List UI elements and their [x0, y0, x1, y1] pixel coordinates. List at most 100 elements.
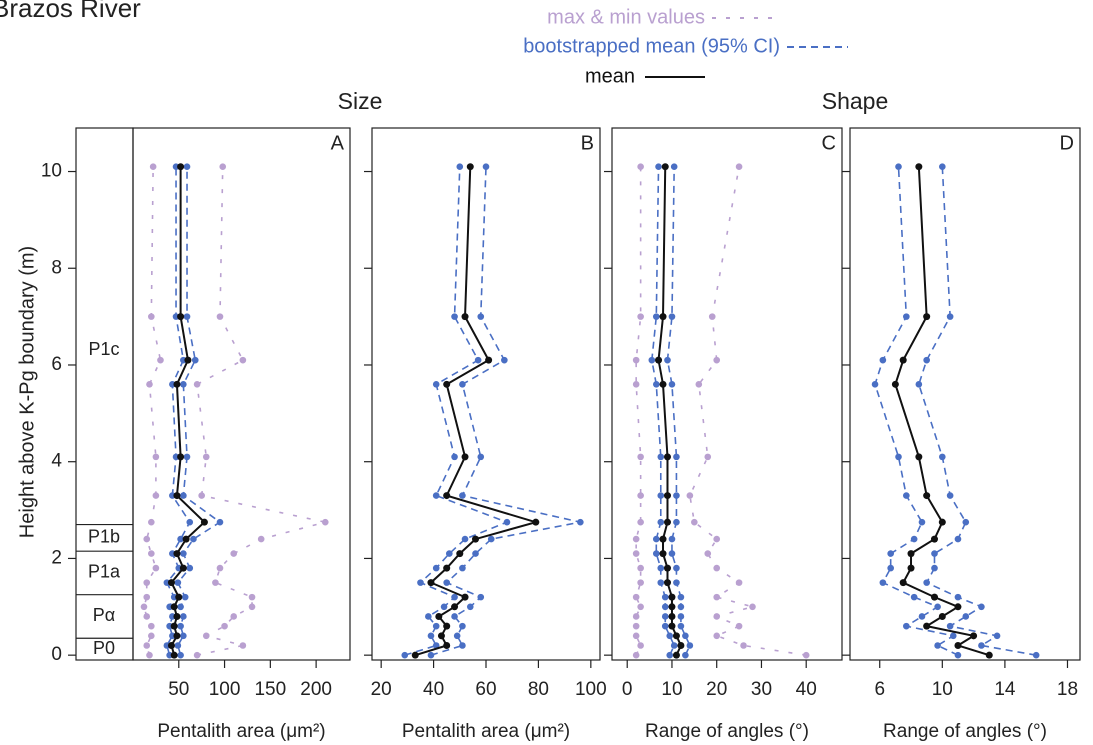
data-point	[661, 163, 669, 171]
data-point	[459, 642, 466, 649]
data-point	[954, 603, 962, 611]
data-point	[637, 518, 644, 526]
data-point	[1032, 651, 1040, 659]
data-point	[186, 564, 194, 572]
data-point	[427, 579, 435, 587]
data-point	[173, 380, 181, 388]
x-tick-label: 18	[1057, 679, 1078, 700]
data-point	[425, 613, 432, 620]
data-point	[443, 492, 451, 500]
data-point	[472, 535, 480, 543]
data-point	[682, 632, 689, 640]
data-point	[456, 163, 464, 170]
data-point	[985, 651, 993, 659]
data-point	[143, 613, 151, 620]
data-point	[435, 612, 443, 620]
data-point	[659, 550, 667, 558]
data-point	[879, 579, 887, 586]
data-point	[459, 564, 466, 572]
data-point	[443, 622, 451, 630]
data-point	[673, 564, 680, 572]
legend-label: bootstrapped mean (95% CI)	[523, 35, 780, 57]
y-tick-label: 6	[51, 354, 62, 375]
data-point	[239, 642, 247, 649]
data-point	[148, 632, 155, 640]
data-point	[672, 632, 680, 640]
data-point	[216, 518, 224, 526]
data-point	[177, 535, 184, 543]
x-axis-label: Pentalith area (μm²)	[157, 721, 325, 742]
data-point	[663, 453, 671, 461]
data-point	[401, 651, 409, 659]
data-point	[632, 535, 640, 543]
data-point	[459, 381, 466, 388]
x-tick-label: 100	[209, 679, 241, 700]
data-point	[668, 535, 676, 543]
data-point	[871, 381, 879, 388]
data-point	[695, 381, 703, 388]
y-tick-label: 4	[51, 451, 62, 472]
x-axis-label: Range of angles (°)	[883, 721, 1047, 742]
data-point	[167, 579, 175, 587]
data-point	[915, 453, 923, 461]
data-point	[899, 356, 907, 364]
data-point	[437, 632, 445, 640]
data-point	[661, 593, 669, 601]
data-point	[903, 622, 910, 630]
data-point	[183, 163, 191, 170]
data-point	[663, 564, 671, 572]
data-point	[962, 613, 970, 620]
data-point	[657, 453, 665, 461]
group-title: Size	[338, 88, 383, 114]
data-point	[453, 632, 461, 640]
data-point	[202, 632, 210, 640]
data-point	[895, 163, 902, 170]
data-point	[903, 313, 910, 320]
data-point	[239, 356, 247, 364]
data-point	[949, 632, 957, 640]
series-line	[196, 166, 326, 656]
data-point	[177, 603, 184, 611]
data-point	[686, 492, 694, 499]
data-point	[637, 163, 644, 170]
x-tick-label: 60	[475, 679, 496, 700]
data-point	[451, 453, 458, 461]
data-point	[713, 564, 721, 572]
data-point	[637, 579, 644, 586]
data-point	[230, 613, 238, 620]
data-point	[934, 603, 941, 611]
data-point	[440, 603, 448, 611]
data-point	[180, 632, 187, 640]
data-point	[443, 641, 451, 649]
data-point	[735, 579, 743, 586]
data-point	[487, 535, 495, 543]
data-point	[417, 579, 424, 586]
data-point	[637, 564, 644, 572]
data-point	[140, 603, 148, 611]
x-tick-label: 30	[751, 679, 772, 700]
panel-letter: B	[581, 132, 594, 154]
panel-letter: D	[1060, 132, 1074, 154]
data-point	[891, 380, 899, 388]
data-point	[663, 492, 671, 500]
data-point	[230, 550, 238, 557]
panel-frame	[849, 127, 1081, 661]
data-point	[248, 593, 256, 601]
data-point	[666, 651, 674, 659]
data-point	[432, 492, 440, 499]
data-point	[632, 550, 640, 557]
y-tick-label: 10	[41, 161, 62, 182]
data-point	[152, 564, 160, 572]
data-point	[673, 453, 680, 461]
x-tick-label: 50	[168, 679, 189, 700]
data-point	[978, 603, 985, 611]
x-tick-label: 80	[528, 679, 549, 700]
data-point	[910, 535, 918, 543]
data-point	[183, 453, 191, 461]
legend-label: max & min values	[547, 6, 705, 28]
data-point	[672, 651, 680, 659]
data-point	[180, 550, 187, 557]
panel-letter: A	[331, 132, 345, 154]
data-point	[451, 613, 458, 620]
data-point	[659, 535, 667, 543]
